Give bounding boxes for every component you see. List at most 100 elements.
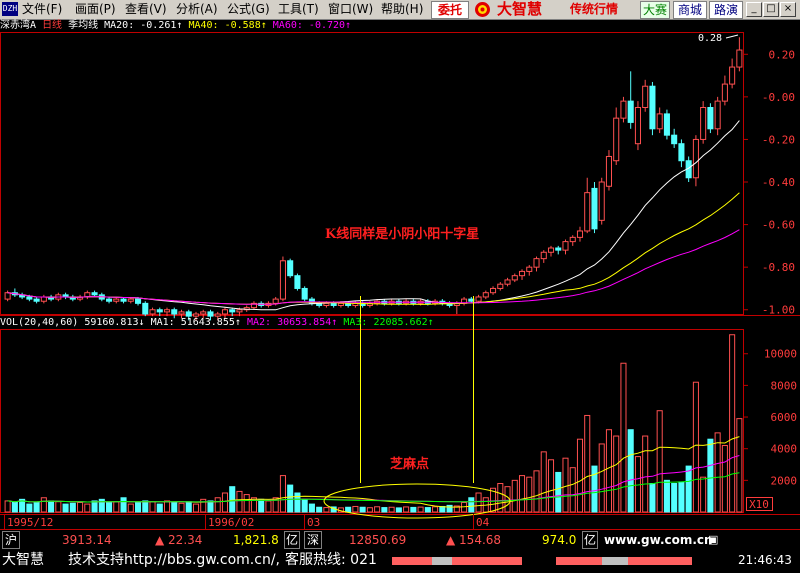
more-icon[interactable]: ▣ xyxy=(708,533,719,546)
x-tick-label: 04 xyxy=(476,516,490,529)
ma60-value: -0.720↑ xyxy=(308,20,352,31)
menu-window[interactable]: 窗口(W) xyxy=(328,2,374,16)
volume-bar xyxy=(432,506,439,513)
vol-info-line: VOL(20,40,60) 59160.813↓ MA1: 51643.855↑… xyxy=(0,316,434,329)
candle-body xyxy=(562,241,569,251)
candle-body xyxy=(134,298,142,304)
volume-bar xyxy=(308,503,315,513)
app-name: 大智慧 xyxy=(2,552,44,568)
volume-bar xyxy=(84,503,91,513)
volume-bar xyxy=(569,467,576,513)
ma40-label: MA40: xyxy=(188,20,219,31)
candle-body xyxy=(156,309,163,313)
menu-view[interactable]: 查看(V) xyxy=(125,2,167,16)
vol-ma1-value: 51643.855↑ xyxy=(180,317,241,328)
contest-button[interactable]: 大赛 xyxy=(640,1,670,19)
volume-bar xyxy=(446,504,453,513)
volume-bar xyxy=(403,506,410,513)
restore-button[interactable]: □ xyxy=(763,2,779,17)
menu-formula[interactable]: 公式(G) xyxy=(227,2,270,16)
chart-canvas[interactable]: 0.20 -0.00 -0.20 -0.40 -0.60 -0.80 -1.00 10000… xyxy=(0,0,800,530)
period-label[interactable]: 日线 xyxy=(42,20,63,31)
volume-bar xyxy=(69,502,76,513)
volume-bar xyxy=(345,506,352,513)
candle-body xyxy=(26,296,33,300)
hotline-text: 客服热线: 021 xyxy=(285,552,377,568)
volume-bar xyxy=(258,498,265,513)
volume-bar xyxy=(729,334,736,513)
candle-body xyxy=(113,298,120,302)
candle-body xyxy=(547,247,555,253)
ticker-bar-seg-2 xyxy=(432,557,452,565)
ma-lines-group xyxy=(7,120,740,311)
candle-body xyxy=(642,85,649,109)
volume-bar xyxy=(279,475,286,513)
sh-amount: 1,821.8 xyxy=(233,533,279,547)
volume-bar xyxy=(598,443,605,513)
volume-bar xyxy=(250,497,257,513)
volume-bar xyxy=(200,498,207,513)
vol-highlight-ellipse xyxy=(323,483,511,519)
support-text[interactable]: 技术支持http://bbs.gw.com.cn/, xyxy=(68,552,280,568)
volume-bar xyxy=(48,500,55,513)
volume-bar xyxy=(91,500,98,513)
candle-body xyxy=(634,107,641,145)
stock-name: 深赤湾A xyxy=(0,20,37,31)
candle-body xyxy=(526,266,533,272)
k-y-tick-label: -0.80 xyxy=(762,261,795,274)
candle-body xyxy=(106,298,113,302)
volume-bar xyxy=(265,500,272,513)
x-tick-label: 03 xyxy=(307,516,320,529)
volume-bar xyxy=(497,483,504,513)
app-icon[interactable]: DZH xyxy=(2,2,18,16)
volume-bar xyxy=(547,459,555,513)
volume-bar xyxy=(685,465,692,513)
candle-body xyxy=(475,296,482,302)
volume-bar xyxy=(656,410,663,513)
mall-button[interactable]: 商城 xyxy=(673,1,707,19)
candle-body xyxy=(627,100,634,123)
volume-bar xyxy=(352,505,359,513)
k-y-tick-label: -0.40 xyxy=(762,176,795,189)
sz-unit: 亿 xyxy=(582,531,599,549)
roadshow-button[interactable]: 路演 xyxy=(709,1,743,19)
candle-body xyxy=(330,302,337,306)
candle-body xyxy=(671,134,678,145)
ma20-value: -0.261↑ xyxy=(140,20,183,31)
vol-value: 59160.813↓ xyxy=(84,317,145,328)
candle-body xyxy=(4,292,11,300)
candle-body xyxy=(214,313,221,317)
volume-bar xyxy=(714,432,721,513)
ticker-bar-seg-5 xyxy=(602,557,628,565)
volume-bar xyxy=(671,483,678,513)
ticker-bar-seg-1 xyxy=(392,557,432,565)
k-y-axis: 0.20 -0.00 -0.20 -0.40 -0.60 -0.80 -1.00 xyxy=(743,48,795,317)
volume-bar xyxy=(127,503,134,513)
vol-ma2-value: 30653.854↑ xyxy=(277,317,338,328)
sh-change: ▲ 22.34 xyxy=(155,533,203,547)
ma60-label: MA60: xyxy=(272,20,303,31)
volume-bar xyxy=(106,502,113,513)
weituo-button[interactable]: 委托 xyxy=(431,1,469,19)
menu-file[interactable]: 文件(F) xyxy=(22,2,63,16)
site-link[interactable]: www.gw.com.cn xyxy=(604,533,713,547)
vol-y-tick-label: 8000 xyxy=(771,379,798,392)
minimize-button[interactable]: _ xyxy=(746,2,762,17)
candle-body xyxy=(127,298,134,302)
close-button[interactable]: × xyxy=(780,2,796,17)
candle-body xyxy=(511,275,518,281)
candle-body xyxy=(171,309,178,315)
volume-bar xyxy=(113,501,120,513)
menu-help[interactable]: 帮助(H) xyxy=(381,2,424,16)
volume-bar xyxy=(26,503,33,513)
volume-bar xyxy=(540,451,547,513)
menu-analysis[interactable]: 分析(A) xyxy=(176,2,218,16)
k-y-tick-label: -0.00 xyxy=(762,91,795,104)
volume-bar xyxy=(649,483,656,513)
menu-screen[interactable]: 画面(P) xyxy=(75,2,116,16)
candle-body xyxy=(185,311,192,317)
vol-ma3-value: 22085.662↑ xyxy=(373,317,434,328)
menu-tools[interactable]: 工具(T) xyxy=(278,2,319,16)
candle-body xyxy=(279,260,286,300)
volume-bar xyxy=(272,497,279,513)
